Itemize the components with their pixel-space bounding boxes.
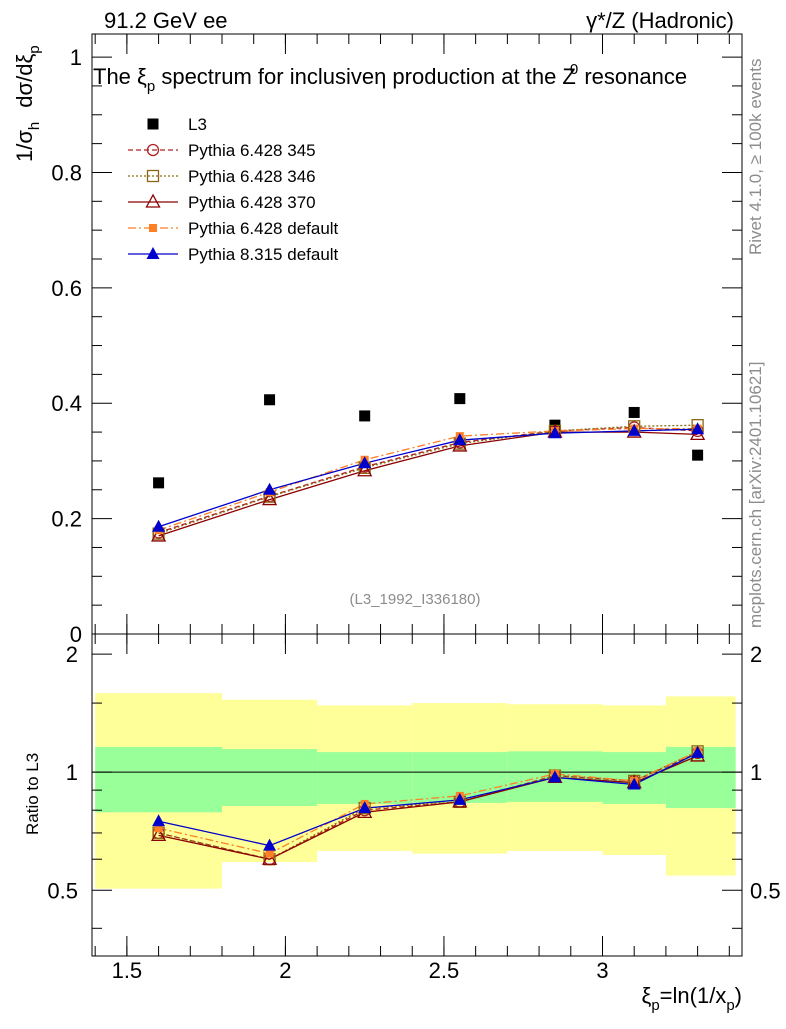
legend-label-data: L3	[188, 115, 207, 134]
main-point-py8-2	[358, 456, 372, 469]
main-title: The ξp spectrum for inclusiveη productio…	[93, 61, 687, 95]
legend-marker-py8	[146, 247, 160, 259]
main-point-py8-5	[627, 423, 641, 436]
legend-label-py346: Pythia 6.428 346	[188, 167, 316, 186]
main-point-data-3	[454, 393, 466, 405]
main-point-py8-6	[691, 422, 705, 435]
ratio-point-py6def-1	[265, 849, 274, 858]
main-point-data-6	[692, 449, 704, 461]
main-point-py370-2	[357, 462, 373, 477]
ratio-point-py8-6	[691, 745, 705, 758]
inner-band-2	[317, 752, 413, 804]
legend-marker-py346	[146, 169, 160, 183]
main-ytick-label-5: 1	[70, 45, 82, 70]
main-point-py370-1	[261, 491, 278, 506]
uncertainty-bands	[95, 693, 736, 889]
ratio-point-py370-1	[261, 850, 278, 865]
ratio-point-py8-5	[627, 777, 641, 790]
legend-marker-data	[147, 118, 159, 130]
inner-band-0	[95, 746, 222, 813]
rivet-label: Rivet 4.1.0, ≥ 100k events	[746, 59, 765, 255]
legend-marker-py345	[146, 143, 160, 157]
main-ytick-label-0: 0	[70, 622, 82, 647]
xtick-label-0: 1.5	[112, 958, 143, 983]
main-line-py346	[158, 424, 698, 535]
main-ytick-label-3: 0.6	[51, 276, 82, 301]
ratio-ytick-label-left-1: 1	[66, 760, 78, 785]
mcplots-label: mcplots.cern.ch [arXiv:2401.10621]	[746, 362, 765, 628]
ratio-plot-layer	[92, 745, 742, 866]
main-point-py8-0	[152, 519, 166, 532]
ratio-point-py8-3	[453, 792, 467, 805]
ratio-point-py370-0	[150, 827, 167, 842]
ratio-ytick-label-left-2: 2	[66, 642, 78, 667]
ratio-ytick-label-right-1: 1	[750, 760, 762, 785]
legend-label-py370: Pythia 6.428 370	[188, 193, 316, 212]
process-label: γ*/Z (Hadronic)	[586, 8, 734, 33]
legend-marker-py6def	[149, 224, 157, 232]
main-line-py6def	[158, 427, 698, 531]
ratio-ylabel: Ratio to L3	[23, 753, 42, 835]
ratio-point-py6def-0	[154, 824, 163, 833]
axis-ticks: 0 0.2 0.4 0.6 0.8 1 0.5 0.5 1 1 2 2 1.5 2 2.5 3	[47, 34, 781, 983]
analysis-watermark: (L3_1992_I336180)	[350, 591, 481, 608]
main-point-data-5	[628, 406, 640, 418]
main-ytick-label-4: 0.8	[51, 160, 82, 185]
main-point-py370-0	[150, 527, 167, 542]
ratio-point-py8-4	[548, 770, 562, 783]
main-ylabel: 1/σhdσ/dξp	[12, 45, 43, 162]
legend-label-py6def: Pythia 6.428 default	[188, 219, 339, 238]
main-point-py8-3	[453, 433, 467, 446]
xtick-label-1: 2	[279, 958, 291, 983]
main-point-data-1	[264, 394, 276, 406]
main-point-py8-4	[548, 426, 562, 439]
ratio-ytick-label-right-2: 2	[750, 642, 762, 667]
legend-marker-py370	[145, 193, 161, 208]
ratio-point-py8-2	[358, 801, 372, 814]
xtick-label-3: 3	[596, 958, 608, 983]
main-point-data-0	[153, 477, 165, 489]
legend: L3 Pythia 6.428 345 Pythia 6.428 346 Pythia…	[128, 115, 339, 264]
ratio-frame	[91, 633, 743, 957]
xtick-label-2: 2.5	[429, 958, 460, 983]
main-line-py345	[158, 426, 698, 534]
main-point-py8-1	[263, 482, 277, 495]
energy-label: 91.2 GeV ee	[104, 8, 228, 33]
legend-label-py345: Pythia 6.428 345	[188, 141, 316, 160]
main-point-data-2	[359, 410, 371, 422]
main-plot-layer	[150, 393, 706, 542]
main-ytick-label-2: 0.4	[51, 391, 82, 416]
inner-band-1	[222, 749, 318, 806]
ratio-ytick-label-left-0: 0.5	[47, 878, 78, 903]
ratio-ytick-label-right-0: 0.5	[750, 878, 781, 903]
ratio-point-py8-1	[263, 838, 277, 851]
ratio-xlabel: ξp=ln(1/xp)	[641, 983, 742, 1014]
ratio-point-py8-0	[152, 814, 166, 827]
legend-label-py8: Pythia 8.315 default	[188, 245, 339, 264]
main-ytick-label-1: 0.2	[51, 507, 82, 532]
